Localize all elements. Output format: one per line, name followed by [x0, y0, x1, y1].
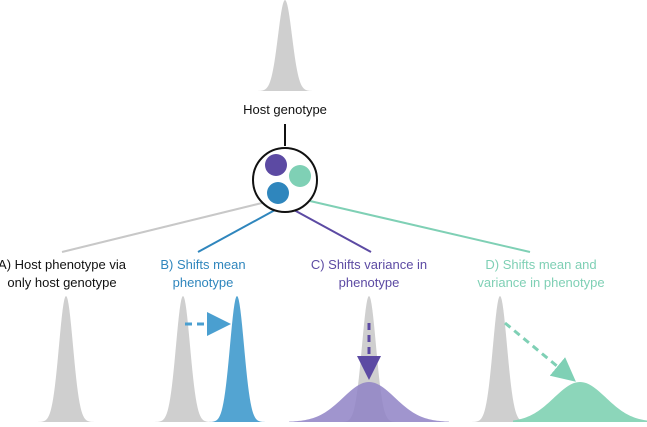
panel-d-shifted-distribution [513, 382, 647, 422]
mint-microbe [289, 165, 311, 187]
panel-d-label-line1: D) Shifts mean and [485, 257, 596, 272]
panel-d-baseline-distribution [466, 296, 534, 422]
connector-b [197, 209, 276, 253]
mean-variance-shift-arrow [504, 321, 576, 382]
panel-b-label-line2: phenotype [173, 275, 234, 290]
panel-d-label-line2: variance in phenotype [477, 275, 604, 290]
panel-c-wide-distribution [289, 382, 449, 422]
panel-b-label-line1: B) Shifts mean [160, 257, 245, 272]
purple-microbe [265, 154, 287, 176]
panel-c-label-line1: C) Shifts variance in [311, 257, 427, 272]
panel-b-shifted-distribution [203, 296, 271, 422]
connector-a [61, 202, 263, 253]
connector-d [309, 200, 531, 253]
host-genotype-label: Host genotype [243, 102, 327, 117]
connector-c [293, 209, 372, 253]
blue-microbe [267, 182, 289, 204]
top-baseline-distribution [255, 0, 315, 91]
panel-a-label-line2: only host genotype [7, 275, 116, 290]
panel-a-baseline-distribution [32, 296, 100, 422]
panel-c-label-line2: phenotype [339, 275, 400, 290]
panel-b-baseline-distribution [149, 296, 217, 422]
panel-a-label-line1: A) Host phenotype via [0, 257, 127, 272]
